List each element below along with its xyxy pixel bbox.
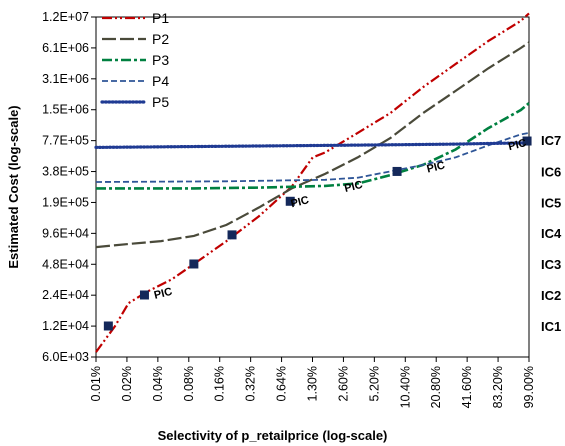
pic-annotation: PIC: [507, 137, 528, 153]
legend-label-p4: P4: [152, 73, 169, 89]
y-tick-label: 1.2E+07: [42, 10, 89, 24]
iso-cost-label: IC7: [541, 133, 561, 148]
y-tick-label: 6.1E+06: [42, 41, 89, 55]
y-tick-label: 1.9E+05: [42, 195, 89, 209]
x-tick-label: 20.80%: [429, 366, 443, 408]
y-tick-label: 4.8E+04: [42, 257, 89, 271]
x-tick-label: 0.64%: [275, 366, 289, 401]
x-tick-label: 0.02%: [120, 366, 134, 401]
y-tick-label: 3.8E+05: [42, 165, 89, 179]
switch-point-marker: [103, 321, 113, 331]
x-tick-label: 99.00%: [522, 366, 536, 408]
pic-annotation: PIC: [426, 159, 447, 175]
y-tick-label: 1.2E+04: [42, 319, 89, 333]
y-tick-label: 9.6E+04: [42, 226, 89, 240]
y-tick-label: 1.5E+06: [42, 103, 89, 117]
x-tick-label: 0.04%: [151, 366, 165, 401]
y-tick-label: 3.1E+06: [42, 72, 89, 86]
switch-point-marker: [285, 196, 295, 206]
legend-label-p5: P5: [152, 94, 169, 110]
pic-annotation: PIC: [153, 286, 174, 302]
series-line-p4: [95, 132, 530, 183]
x-tick-label: 10.40%: [398, 366, 412, 408]
switch-point-marker: [392, 166, 402, 176]
series-line-p2: [95, 41, 530, 249]
x-tick-label: 1.30%: [306, 366, 320, 401]
x-tick-label: 0.08%: [182, 366, 196, 401]
x-tick-label: 0.01%: [89, 366, 103, 401]
switch-point-marker: [227, 230, 237, 240]
iso-cost-label: IC3: [541, 257, 561, 272]
iso-cost-label: IC5: [541, 195, 561, 210]
series-line-p5: [94, 141, 531, 149]
y-axis-title: Estimated Cost (log-scale): [6, 105, 21, 268]
iso-cost-label: IC4: [541, 226, 562, 241]
switch-point-marker: [139, 290, 149, 300]
x-tick-label: 0.32%: [244, 366, 258, 401]
legend-label-p3: P3: [152, 52, 169, 68]
pic-annotation: PIC: [343, 179, 364, 195]
x-tick-label: 0.16%: [213, 366, 227, 401]
pic-annotation: PIC: [290, 194, 311, 210]
series-line-p3: [96, 102, 530, 190]
iso-cost-label: IC6: [541, 164, 561, 179]
y-tick-label: 6.0E+03: [42, 350, 89, 364]
switch-point-marker: [189, 259, 199, 269]
legend-label-p2: P2: [152, 31, 169, 47]
x-tick-label: 83.20%: [491, 366, 505, 408]
x-axis-title: Selectivity of p_retailprice (log-scale): [158, 428, 388, 443]
y-tick-label: 2.4E+04: [42, 288, 89, 302]
legend-label-p1: P1: [152, 10, 169, 26]
x-tick-label: 2.60%: [336, 366, 350, 401]
x-tick-label: 5.20%: [367, 366, 381, 401]
iso-cost-label: IC1: [541, 319, 561, 334]
switch-point-marker: [522, 136, 532, 146]
y-tick-label: 7.7E+05: [42, 134, 89, 148]
x-tick-label: 41.60%: [460, 366, 474, 408]
iso-cost-label: IC2: [541, 288, 561, 303]
